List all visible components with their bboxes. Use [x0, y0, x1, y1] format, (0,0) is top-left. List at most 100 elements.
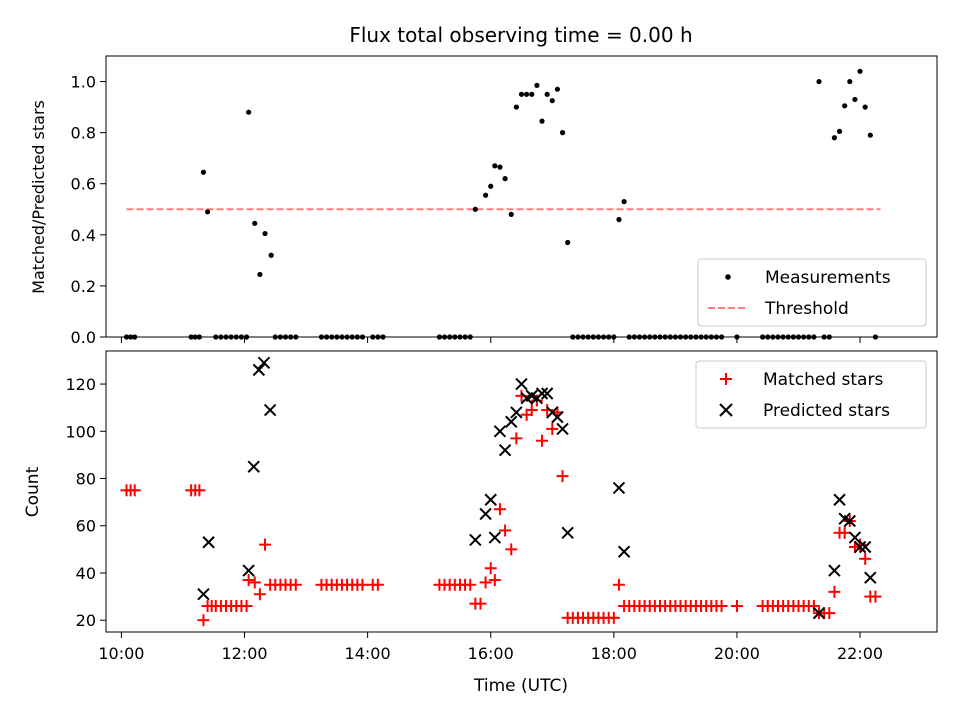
- measurement-point: [606, 334, 612, 340]
- top-y-axis-label: Matched/Predicted stars: [29, 100, 48, 294]
- measurement-point: [246, 109, 252, 115]
- matched-stars-point: [869, 590, 882, 603]
- measurement-point: [775, 334, 781, 340]
- bottom-y-axis: 20 40 60 80 100 120: [65, 375, 106, 630]
- measurement-point: [518, 91, 525, 97]
- bottom-xtick-label: 20:00: [714, 644, 760, 663]
- predicted-stars-point: [551, 410, 564, 424]
- bottom-xtick-label: 16:00: [468, 644, 514, 663]
- matched-stars-point: [510, 432, 523, 445]
- bottom-xtick-label: 22:00: [837, 644, 883, 663]
- bottom-xtick-label: 14:00: [345, 644, 391, 663]
- measurement-point: [467, 334, 473, 340]
- measurement-point: [497, 164, 503, 170]
- legend-matched-label: Matched stars: [763, 370, 883, 390]
- measurement-point: [482, 192, 489, 198]
- measurement-point: [293, 334, 299, 340]
- measurement-point: [472, 206, 478, 212]
- matched-stars-point: [259, 538, 272, 551]
- measurement-point: [795, 334, 802, 340]
- measurement-point: [228, 334, 234, 340]
- predicted-stars-point: [828, 564, 841, 577]
- measurement-point: [703, 334, 709, 340]
- legend-predicted-label: Predicted stars: [763, 401, 890, 421]
- measurement-point: [200, 169, 207, 175]
- measurement-point: [447, 334, 453, 340]
- predicted-stars-point: [510, 406, 523, 419]
- predicted-stars-point: [469, 533, 482, 547]
- measurement-point: [585, 334, 591, 340]
- bottom-xtick-label: 18:00: [591, 644, 637, 663]
- bottom-ytick-label: 20: [76, 611, 96, 630]
- matched-stars-point: [474, 597, 487, 610]
- matched-stars-point: [493, 503, 506, 516]
- bottom-x-axis-label: Time (UTC): [473, 676, 568, 696]
- legend-threshold-label: Threshold: [764, 299, 849, 319]
- matched-stars-point: [464, 578, 477, 591]
- measurement-point: [790, 334, 796, 340]
- measurement-point: [192, 334, 198, 340]
- measurement-point: [243, 334, 250, 340]
- measurement-point: [667, 334, 673, 340]
- measurement-point: [441, 334, 448, 340]
- matched-stars-point: [607, 611, 620, 624]
- measurement-point: [657, 334, 663, 340]
- top-ytick-label: 1.0: [71, 73, 96, 92]
- measurement-point: [600, 334, 607, 340]
- predicted-stars-point: [535, 387, 549, 400]
- measurement-point: [785, 334, 791, 340]
- measurement-point: [534, 82, 540, 88]
- measurement-point: [218, 334, 224, 340]
- measurement-point: [765, 334, 771, 340]
- matched-stars-point: [525, 404, 538, 417]
- bottom-legend-box: [695, 360, 927, 429]
- bottom-ytick-label: 100: [65, 422, 96, 441]
- top-plot-frame: [105, 55, 938, 338]
- predicted-stars-point: [257, 356, 271, 370]
- measurement-point: [375, 334, 381, 340]
- measurement-point: [213, 334, 219, 340]
- measurement-point: [334, 334, 340, 340]
- predicted-stars-point: [505, 415, 518, 429]
- measurement-point: [565, 239, 571, 246]
- top-ytick-label: 0.6: [71, 175, 96, 194]
- measurement-point: [806, 334, 812, 340]
- measurement-point: [452, 334, 458, 340]
- matched-stars-point: [536, 434, 549, 447]
- measurement-point: [233, 334, 239, 340]
- matched-stars-point: [838, 526, 851, 539]
- predicted-stars-point: [247, 460, 260, 473]
- bottom-plot-frame: [105, 350, 938, 633]
- measurement-point: [257, 271, 263, 278]
- measurement-point: [502, 176, 508, 182]
- measurement-point: [349, 334, 355, 340]
- measurement-point: [780, 334, 786, 340]
- predicted-stars-point: [853, 540, 867, 554]
- measurement-point: [128, 334, 134, 340]
- predicted-stars-point: [493, 425, 507, 438]
- measurement-point: [693, 334, 699, 340]
- matched-stars-point: [807, 600, 820, 613]
- measurement-point: [508, 211, 514, 217]
- measurement-point: [462, 334, 468, 340]
- predicted-stars-point: [617, 545, 631, 558]
- matched-stars-point: [193, 484, 206, 497]
- measurement-point: [123, 334, 130, 340]
- predicted-stars-point: [498, 443, 512, 457]
- measurement-point: [708, 334, 714, 340]
- measurement-point: [323, 334, 330, 340]
- measurement-point: [354, 334, 360, 340]
- bottom-y-axis-label: Count: [23, 466, 43, 517]
- measurement-point: [339, 334, 345, 340]
- measurement-point: [549, 98, 555, 104]
- measurement-point: [524, 91, 530, 97]
- predicted-stars-point: [864, 571, 877, 584]
- measurement-point: [370, 334, 376, 340]
- measurement-point: [580, 334, 586, 340]
- measurement-point: [196, 334, 202, 340]
- measurement-point: [457, 334, 463, 340]
- measurement-point: [272, 334, 278, 340]
- legend-matched-marker: [720, 373, 732, 385]
- measurement-point: [842, 103, 848, 109]
